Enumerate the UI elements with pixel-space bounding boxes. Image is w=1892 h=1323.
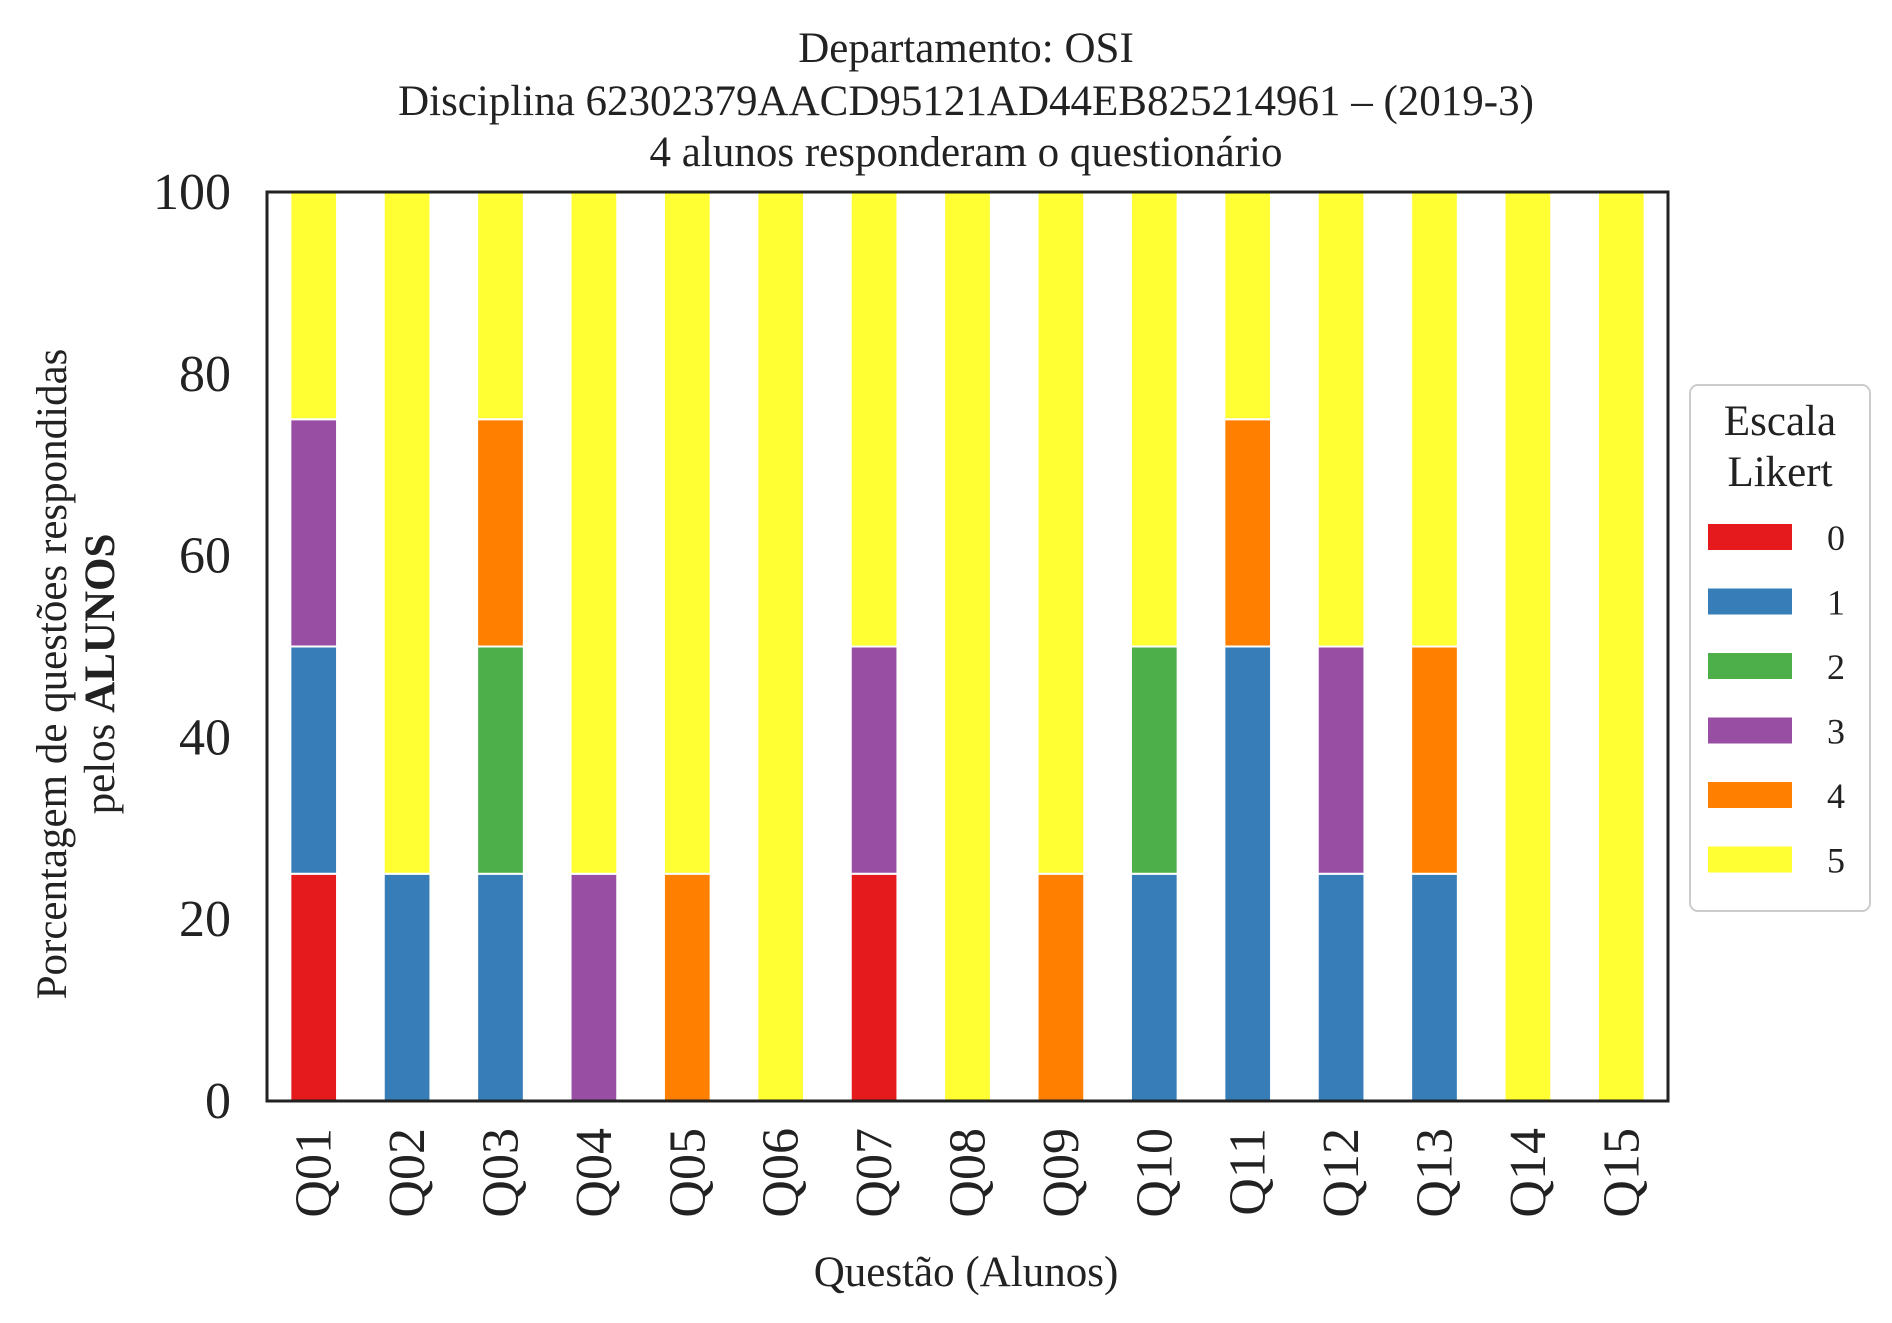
legend-label-4: 4 <box>1827 776 1845 816</box>
x-axis-label: Questão (Alunos) <box>814 1249 1119 1296</box>
bar-segment-q03-likert-1 <box>476 872 525 1102</box>
chart-title-line-1: Departamento: OSI <box>798 25 1134 72</box>
bar-segment-q10-likert-1 <box>1129 872 1179 1102</box>
x-tick-label-q03: Q03 <box>473 1128 530 1218</box>
legend-label-5: 5 <box>1827 841 1845 881</box>
legend-title-line-1: Escala <box>1724 398 1836 445</box>
bar-segment-q01-likert-0 <box>289 872 339 1102</box>
legend-swatch-0 <box>1708 524 1792 550</box>
bar-segment-q04-likert-3 <box>569 872 619 1102</box>
bar-segment-q11-likert-1 <box>1223 645 1273 1102</box>
bar-segment-q11-likert-4 <box>1223 418 1273 648</box>
y-tick-label-100: 100 <box>153 164 231 221</box>
bar-segment-q07-likert-0 <box>849 872 899 1102</box>
plot-area-frame <box>265 190 1670 1103</box>
bar-segment-q03-likert-2 <box>476 645 525 875</box>
bar-segment-q10-likert-5 <box>1129 191 1179 648</box>
bar-segment-q14-likert-5 <box>1503 191 1553 1102</box>
legend-items: 0 1 2 3 4 5 <box>1708 518 1845 881</box>
x-tick-label-q13: Q13 <box>1407 1128 1464 1218</box>
legend-swatch-4 <box>1708 782 1792 808</box>
bar-segment-q12-likert-5 <box>1316 191 1366 648</box>
y-axis-label-bold: ALUNOS <box>77 534 124 713</box>
bar-segment-q05-likert-5 <box>662 191 712 875</box>
x-tick-label-q12: Q12 <box>1313 1128 1370 1218</box>
bar-segment-q07-likert-5 <box>849 191 899 648</box>
x-tick-label-q05: Q05 <box>659 1128 716 1218</box>
y-tick-label-0: 0 <box>205 1073 231 1130</box>
y-axis-label: Porcentagem de questões respondidas pelo… <box>29 349 124 1000</box>
bar-segment-q03-likert-5 <box>476 191 525 421</box>
y-tick-label-20: 20 <box>179 891 231 948</box>
bar-segment-q01-likert-1 <box>289 645 339 875</box>
bar-segment-q02-likert-1 <box>382 872 432 1102</box>
bar-segment-q12-likert-1 <box>1316 872 1366 1102</box>
bar-segment-q07-likert-3 <box>849 645 899 875</box>
legend-swatch-2 <box>1708 653 1792 679</box>
legend: Escala Likert 0 1 2 3 4 5 <box>1689 384 1871 912</box>
x-tick-label-q04: Q04 <box>566 1128 623 1218</box>
x-tick-label-q10: Q10 <box>1126 1128 1183 1218</box>
legend-label-2: 2 <box>1827 647 1845 687</box>
x-tick-label-q02: Q02 <box>379 1128 436 1218</box>
y-tick-label-80: 80 <box>179 346 231 403</box>
y-axis-ticks: 0 20 40 60 80 100 <box>153 164 231 1130</box>
x-axis-ticks: Q01 Q02 Q03 Q04 Q05 Q06 Q07 Q08 Q09 Q10 Q11 Q12 Q13 Q… <box>286 1128 1651 1218</box>
bar-segment-q15-likert-5 <box>1596 191 1646 1102</box>
bar-segment-q02-likert-5 <box>382 191 432 875</box>
bar-segment-q10-likert-2 <box>1129 645 1179 875</box>
legend-label-3: 3 <box>1827 712 1845 752</box>
y-axis-label-prefix: pelos <box>77 713 124 815</box>
bar-segment-q05-likert-4 <box>662 872 712 1102</box>
y-tick-label-40: 40 <box>179 709 231 766</box>
chart-title-line-3: 4 alunos responderam o questionário <box>650 129 1283 176</box>
x-tick-label-q08: Q08 <box>940 1128 997 1218</box>
x-tick-label-q09: Q09 <box>1033 1128 1090 1218</box>
bar-segment-q11-likert-5 <box>1223 191 1273 421</box>
x-tick-label-q14: Q14 <box>1500 1128 1557 1218</box>
x-tick-label-q01: Q01 <box>286 1128 343 1218</box>
bar-segment-q08-likert-5 <box>943 191 992 1102</box>
x-tick-label-q11: Q11 <box>1220 1128 1277 1216</box>
bar-segment-q01-likert-5 <box>289 191 339 421</box>
bar-segment-q09-likert-5 <box>1036 191 1086 875</box>
bar-segment-q13-likert-5 <box>1410 191 1459 648</box>
bar-segment-q09-likert-4 <box>1036 872 1086 1102</box>
bar-segment-q12-likert-3 <box>1316 645 1366 875</box>
y-axis-label-line-2: pelos ALUNOS <box>77 534 124 815</box>
legend-swatch-5 <box>1708 846 1792 873</box>
x-tick-label-q15: Q15 <box>1593 1128 1650 1218</box>
bar-segment-q03-likert-4 <box>476 418 525 648</box>
legend-swatch-1 <box>1708 588 1792 615</box>
legend-label-0: 0 <box>1827 518 1845 558</box>
x-tick-label-q07: Q07 <box>846 1128 903 1218</box>
legend-label-1: 1 <box>1827 583 1845 623</box>
bar-segment-q01-likert-3 <box>289 418 339 648</box>
chart-title: Departamento: OSI Disciplina 62302379AAC… <box>398 25 1534 176</box>
bar-segment-q13-likert-1 <box>1410 872 1459 1102</box>
x-tick-label-q06: Q06 <box>753 1128 810 1218</box>
y-axis-label-line-1: Porcentagem de questões respondidas <box>29 349 76 1000</box>
bar-segment-q13-likert-4 <box>1410 645 1459 875</box>
legend-title-line-2: Likert <box>1727 449 1832 496</box>
y-tick-label-60: 60 <box>179 528 231 585</box>
bars-layer <box>289 191 1646 1102</box>
chart-title-line-2: Disciplina 62302379AACD95121AD44EB825214… <box>398 78 1534 125</box>
legend-swatch-3 <box>1708 717 1792 744</box>
bar-segment-q06-likert-5 <box>756 191 806 1102</box>
bar-segment-q04-likert-5 <box>569 191 619 875</box>
legend-frame <box>1689 384 1871 912</box>
